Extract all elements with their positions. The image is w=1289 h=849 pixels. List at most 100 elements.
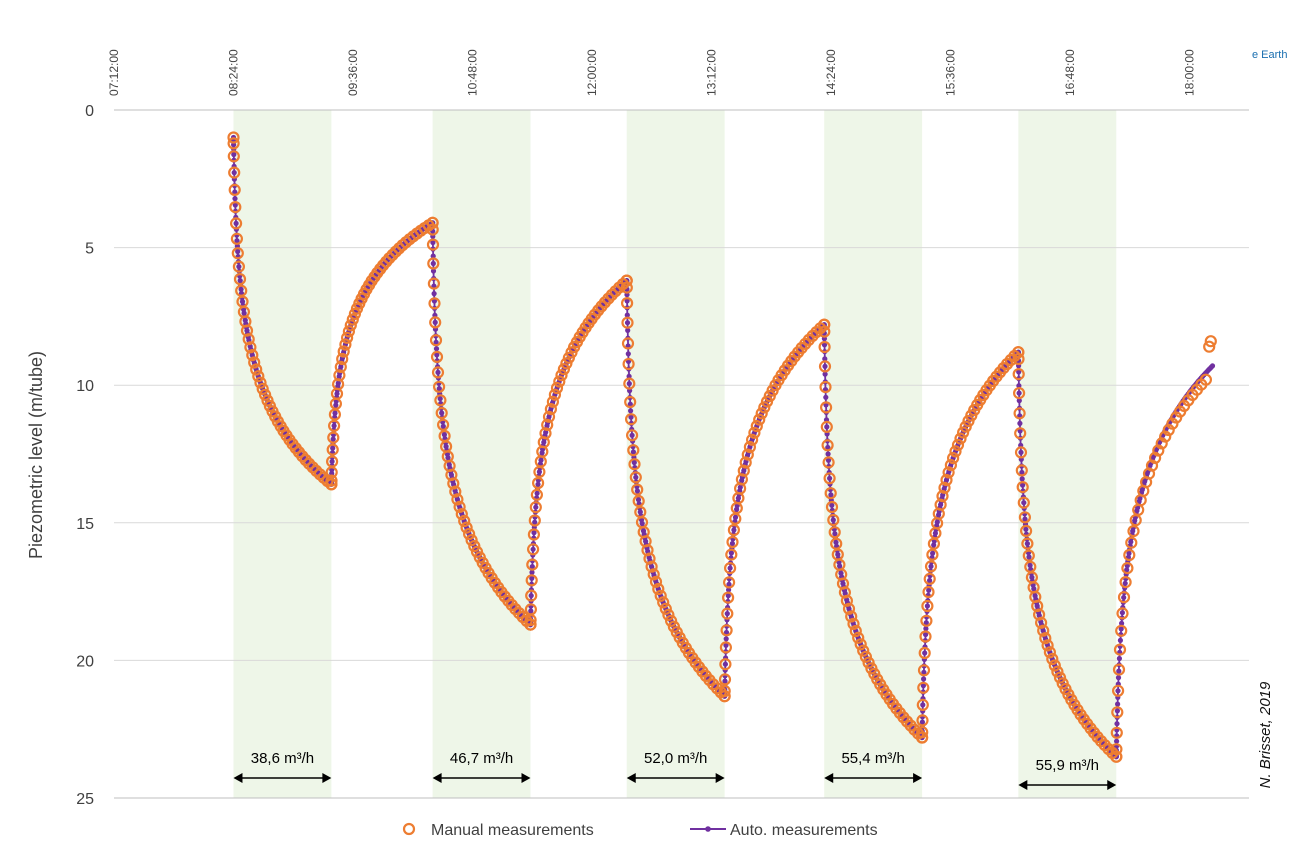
manual-point-437 (1152, 444, 1165, 457)
manual-point-396 (1053, 671, 1067, 684)
auto-point-859 (921, 676, 927, 682)
auto-point-504 (628, 408, 634, 414)
pumping-band-1 (233, 110, 332, 798)
auto-point-247 (430, 239, 436, 246)
manual-point-420 (1113, 643, 1127, 656)
rate-label-3: 52,0 m³/h (644, 750, 707, 767)
auto-point-255 (431, 298, 437, 304)
manual-point-451 (1204, 335, 1217, 348)
manual-point-96 (427, 277, 440, 290)
auto-point-613 (722, 661, 729, 667)
auto-point-140 (332, 410, 338, 416)
manual-point-211 (659, 602, 672, 615)
auto-point-496 (625, 351, 631, 357)
auto-point-13 (232, 202, 238, 208)
manual-point-375 (1015, 464, 1028, 477)
manual-point-179 (605, 288, 619, 301)
x-tick-labels: 07:12:00 08:24:00 09:36:00 10:48:00 12:00:00… (107, 49, 1196, 96)
auto-point-491 (624, 312, 630, 318)
manual-point-40 (306, 461, 319, 474)
manual-point-208 (652, 582, 665, 596)
manual-point-280 (819, 380, 832, 394)
auto-point-261 (433, 339, 439, 345)
manual-point-58 (334, 360, 347, 373)
manual-point-233 (719, 658, 732, 671)
manual-point-158 (546, 395, 560, 408)
auto-point-617 (723, 636, 729, 642)
manual-point-389 (1037, 624, 1050, 637)
auto-point-521 (635, 497, 642, 503)
manual-point-394 (1048, 659, 1061, 672)
manual-point-19 (248, 356, 261, 369)
manual-point-111 (447, 477, 460, 490)
manual-point-238 (722, 576, 736, 589)
auto-point-24 (236, 264, 242, 270)
manual-point-231 (718, 684, 731, 698)
auto-point-984 (1018, 449, 1024, 455)
manual-point-23 (256, 382, 269, 395)
manual-point-212 (662, 608, 675, 622)
manual-point-288 (827, 513, 840, 527)
manual-point-102 (433, 380, 446, 393)
auto-point-640 (732, 514, 739, 521)
manual-point-20 (250, 363, 263, 376)
auto-point-387 (533, 504, 539, 510)
manual-point-252 (745, 433, 759, 446)
manual-point-47 (325, 474, 338, 487)
manual-point-115 (455, 507, 468, 521)
auto-point-632 (728, 550, 735, 556)
manual-point-282 (820, 420, 833, 433)
auto-point-379 (530, 546, 536, 552)
manual-point-204 (643, 552, 656, 565)
manual-point-230 (718, 690, 731, 703)
manual-point-346 (946, 452, 960, 465)
manual-point-156 (542, 410, 556, 423)
auto-point-731 (821, 342, 828, 348)
x-tick-6: 14:24:00 (824, 49, 838, 96)
auto-point-975 (1016, 383, 1022, 389)
manual-point-65 (346, 313, 359, 326)
manual-point-289 (828, 526, 841, 539)
auto-point-258 (432, 319, 438, 325)
manual-point-342 (938, 481, 951, 494)
manual-point-120 (468, 539, 481, 553)
auto-point-868 (923, 620, 929, 626)
manual-point-381 (1022, 549, 1035, 562)
manual-point-440 (1162, 423, 1175, 437)
manual-point-323 (916, 726, 929, 739)
manual-point-343 (940, 473, 953, 487)
manual-point-99 (429, 334, 443, 347)
manual-point-190 (623, 377, 636, 390)
manual-point-18 (246, 349, 259, 362)
manual-point-379 (1019, 524, 1033, 538)
manual-point-240 (725, 548, 738, 561)
manual-point-449 (1199, 373, 1213, 386)
manual-point-22 (254, 376, 267, 389)
auto-point-1105 (1116, 668, 1122, 674)
manual-point-349 (954, 432, 967, 445)
manual-point-302 (854, 638, 867, 651)
manual-point-197 (631, 483, 644, 496)
manual-point-256 (755, 407, 768, 420)
auto-point-368 (528, 608, 534, 614)
manual-point-331 (921, 599, 934, 613)
manual-point-160 (550, 381, 564, 395)
manual-point-82 (393, 242, 406, 255)
auto-point-755 (829, 502, 835, 508)
auto-point-19 (234, 238, 240, 244)
auto-point-254 (431, 291, 437, 297)
manual-point-98 (429, 316, 442, 329)
manual-point-237 (721, 591, 735, 604)
rate-arrow-head-left-1 (233, 773, 243, 783)
auto-point-16 (233, 220, 239, 226)
auto-point-745 (825, 444, 831, 451)
series-manual-measurements (227, 131, 1217, 763)
auto-point-5 (231, 151, 237, 158)
auto-point-263 (434, 352, 440, 358)
manual-point-326 (917, 681, 930, 694)
auto-point-516 (633, 474, 639, 480)
manual-point-235 (720, 624, 733, 637)
auto-point-395 (536, 469, 543, 475)
manual-point-105 (437, 418, 450, 431)
